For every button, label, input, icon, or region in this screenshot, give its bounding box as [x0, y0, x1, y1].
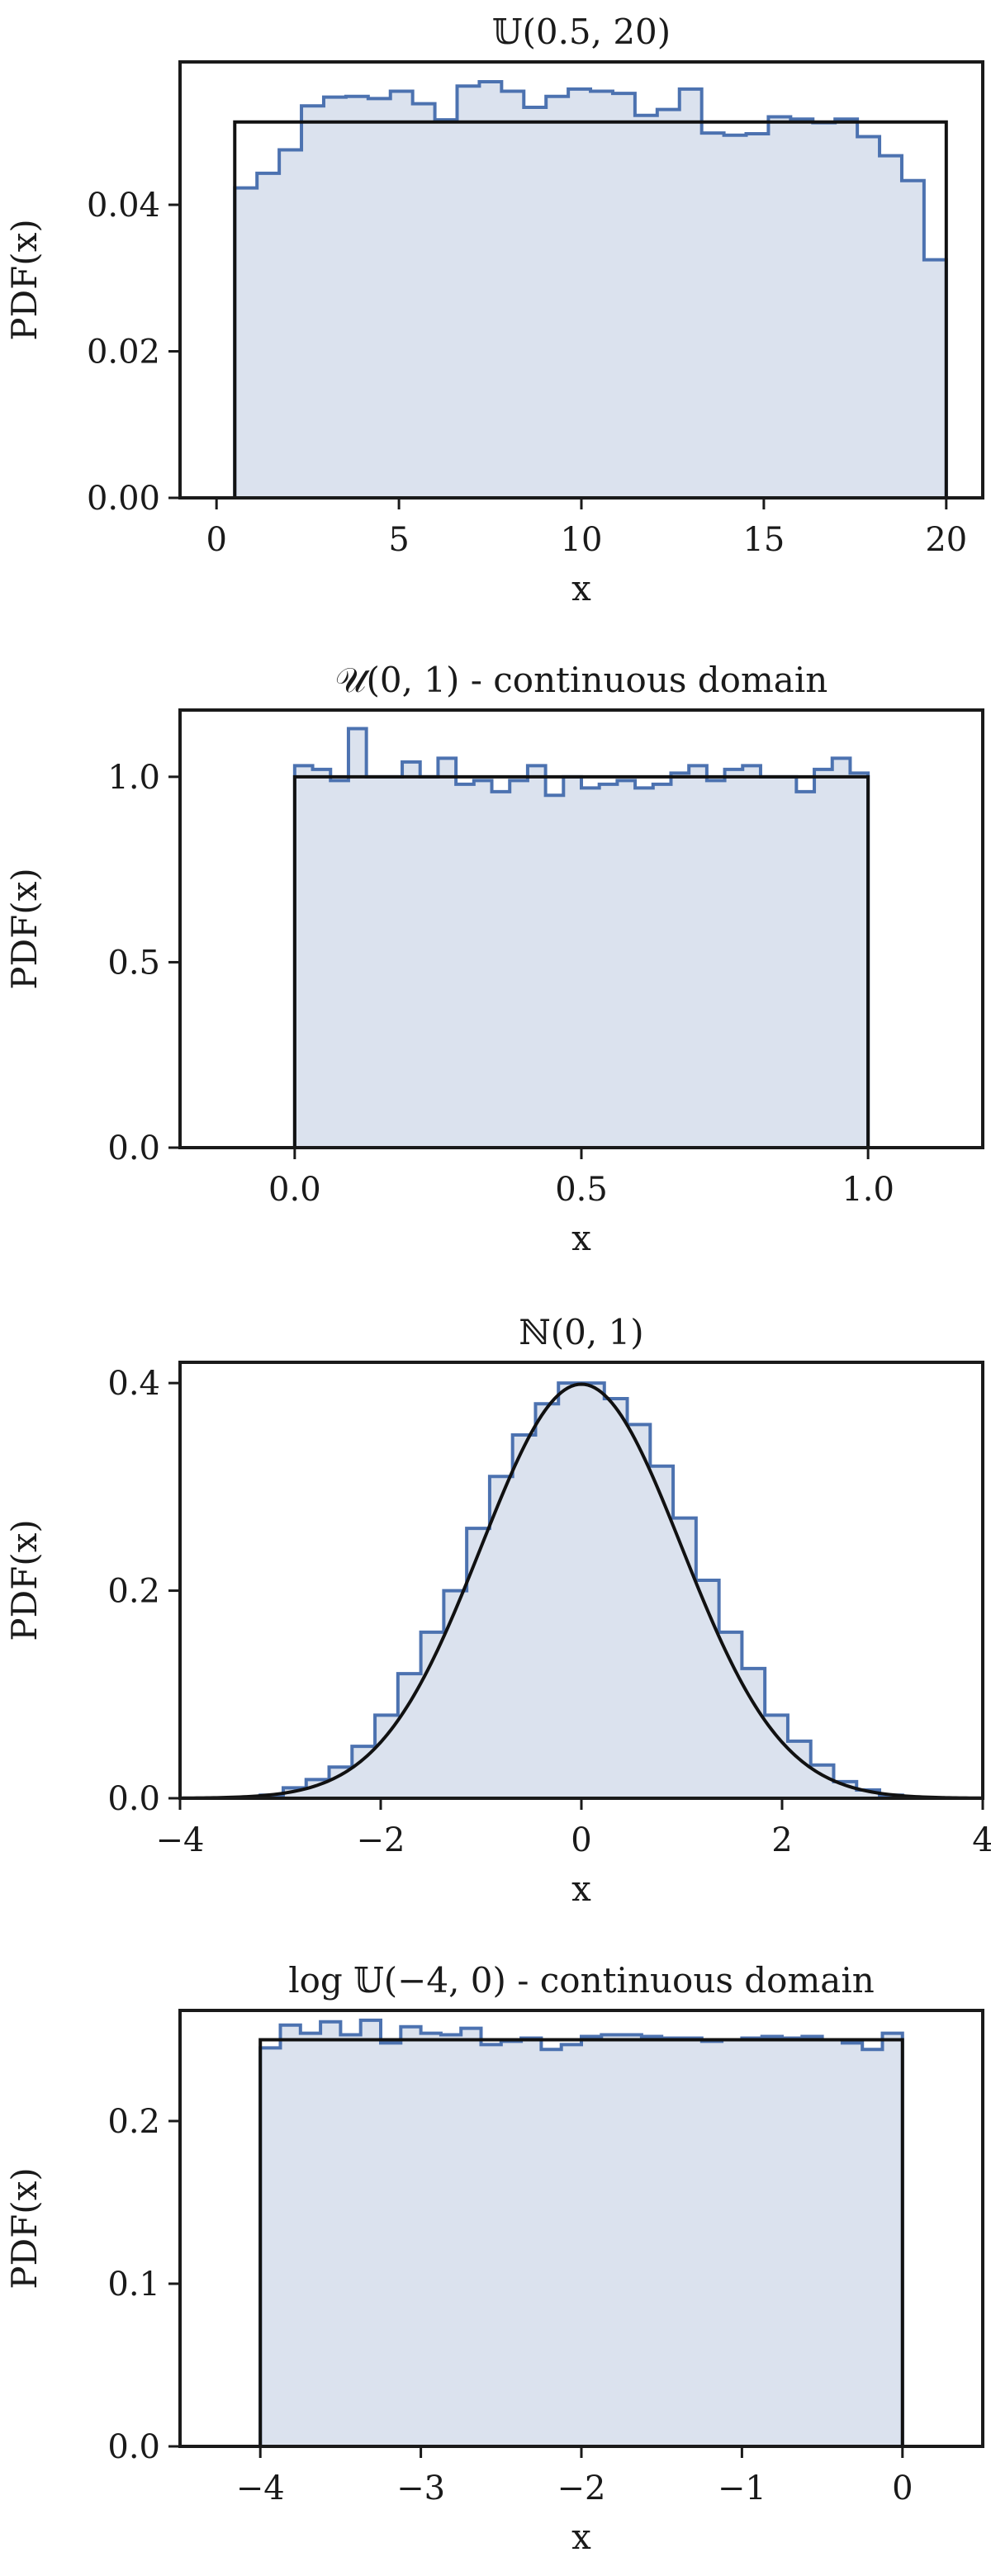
- x-tick-label: 0: [892, 2469, 913, 2507]
- chart-panel-4: −4 −3 −2 −1 0 0.0 0.1 0.2 log 𝕌(−4, 0) - continu…: [4, 1960, 984, 2557]
- x-tick-label: 20: [925, 521, 967, 559]
- x-tick-label: −2: [357, 1821, 405, 1859]
- x-tick-label: 5: [388, 521, 409, 559]
- chart-title: 𝒰(0, 1) - continuous domain: [335, 660, 828, 700]
- x-tick-label: 10: [561, 521, 603, 559]
- x-tick-label: 1.0: [842, 1171, 894, 1209]
- histogram-series: [258, 2018, 904, 2448]
- x-axis-label: x: [571, 1218, 591, 1258]
- y-axis-label: PDF(x): [4, 2167, 45, 2290]
- chart-panel-3: −4 −2 0 2 4 0.0 0.2 0.4 ℕ(0, 1) x PDF(x): [4, 1312, 991, 1909]
- y-tick-label: 0.02: [87, 334, 160, 372]
- x-tick-label: 0: [206, 521, 226, 559]
- chart-panel-1: 0 5 10 15 20 0.00 0.02 0.04 𝕌(0.5, 20) x PDF(x): [4, 12, 984, 608]
- x-tick-label: 0.5: [555, 1171, 608, 1209]
- y-tick-label: 0.00: [87, 480, 160, 518]
- x-tick-label: −2: [557, 2469, 606, 2507]
- y-tick-label: 1.0: [107, 759, 160, 797]
- y-tick-label: 0.04: [87, 187, 160, 225]
- y-axis-label: PDF(x): [4, 219, 45, 341]
- x-tick-label: −3: [396, 2469, 445, 2507]
- reference-pdf-line: [233, 120, 948, 498]
- y-tick-label: 0.0: [107, 2428, 160, 2466]
- x-axis-label: x: [571, 1868, 591, 1909]
- x-tick-label: −4: [156, 1821, 205, 1859]
- y-tick-label: 0.5: [107, 944, 160, 982]
- y-tick-label: 0.4: [107, 1365, 160, 1403]
- y-tick-label: 0.2: [107, 2103, 160, 2141]
- x-tick-label: 2: [771, 1821, 792, 1859]
- chart-title: 𝕌(0.5, 20): [492, 12, 671, 52]
- chart-title: log 𝕌(−4, 0) - continuous domain: [288, 1960, 875, 2001]
- x-tick-label: 4: [972, 1821, 991, 1859]
- reference-pdf-line: [258, 2038, 904, 2446]
- x-axis-label: x: [571, 568, 591, 608]
- reference-pdf-line: [292, 774, 870, 1148]
- histogram-series: [292, 727, 870, 1149]
- y-axis-label: PDF(x): [4, 868, 45, 990]
- y-tick-label: 0.0: [107, 1780, 160, 1818]
- histogram-series: [233, 79, 948, 500]
- x-tick-label: −1: [718, 2469, 766, 2507]
- chart-title: ℕ(0, 1): [519, 1312, 643, 1352]
- x-tick-label: 0: [571, 1821, 591, 1859]
- y-tick-label: 0.1: [107, 2266, 160, 2304]
- y-tick-label: 0.2: [107, 1573, 160, 1611]
- x-axis-label: x: [571, 2517, 591, 2557]
- y-tick-label: 0.0: [107, 1129, 160, 1167]
- reference-pdf-line: [179, 1382, 984, 1800]
- x-tick-label: −4: [236, 2469, 285, 2507]
- x-tick-label: 0.0: [268, 1171, 321, 1209]
- y-axis-label: PDF(x): [4, 1519, 45, 1641]
- chart-panel-2: 0.0 0.5 1.0 0.0 0.5 1.0 𝒰(0, 1) - continuous d…: [4, 660, 984, 1258]
- histogram-series: [258, 1381, 904, 1800]
- x-tick-label: 15: [742, 521, 785, 559]
